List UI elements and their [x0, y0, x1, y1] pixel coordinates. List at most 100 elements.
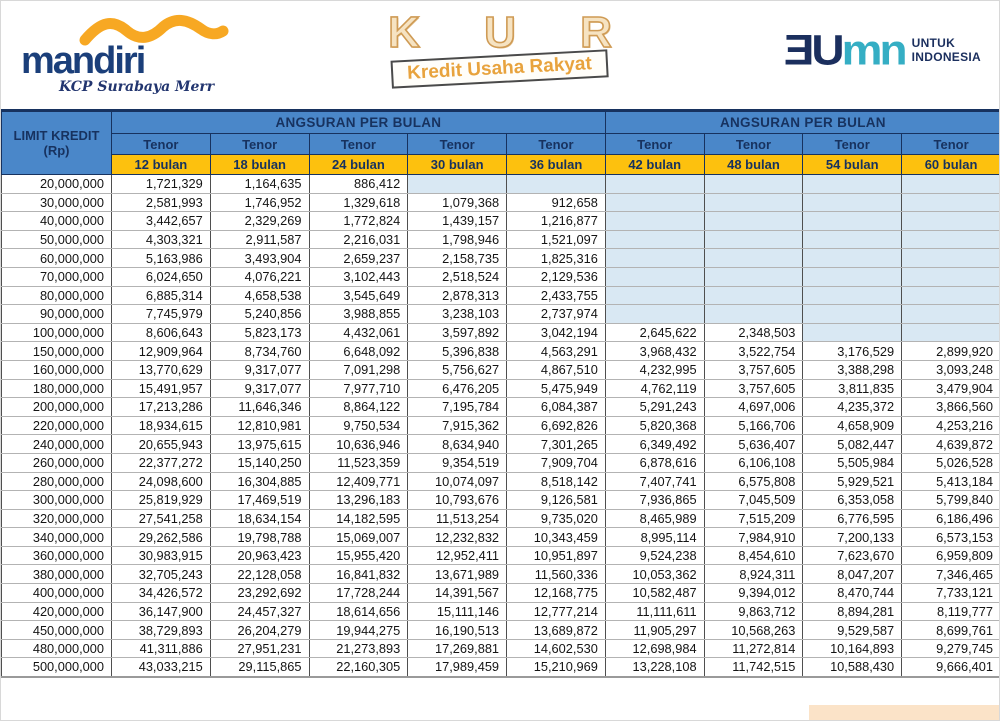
installment-cell: 6,186,496: [901, 509, 999, 529]
header-row-tenor: Tenor Tenor Tenor Tenor Tenor Tenor Tenor Tenor…: [2, 133, 999, 155]
tenor-months-header-cell: 48 bulan: [703, 154, 804, 175]
tenor-header-cell: Tenor: [308, 133, 409, 155]
table-row: 30,000,000 2,581,993 1,746,952 1,329,618 1,0…: [1, 193, 999, 213]
table-row: 150,000,000 12,909,964 8,734,760 6,648,092 5…: [1, 341, 999, 361]
table-row: 450,000,000 38,729,893 26,204,279 19,944,27…: [1, 620, 999, 640]
installment-cell: 2,899,920: [901, 341, 999, 361]
installment-cell: [703, 286, 804, 306]
limit-cell: 380,000,000: [1, 564, 112, 585]
installment-cell: [802, 248, 903, 268]
table-row: 360,000,000 30,983,915 20,963,423 15,955,42…: [1, 546, 999, 566]
installment-cell: 1,329,618: [308, 193, 409, 213]
installment-cell: 4,867,510: [506, 360, 606, 380]
bumn-mn-letters: mn: [841, 26, 908, 74]
limit-cell: 480,000,000: [1, 639, 112, 659]
installment-cell: 2,158,735: [407, 248, 508, 268]
installment-cell: 9,126,581: [506, 490, 606, 510]
installment-cell: 3,479,904: [901, 379, 999, 399]
installment-cell: 13,671,989: [407, 564, 508, 585]
angsuran-header-right: ANGSURAN PER BULAN: [604, 110, 999, 134]
installment-cell: 3,522,754: [703, 341, 804, 361]
limit-cell: 400,000,000: [1, 583, 112, 603]
angsuran-header-left: ANGSURAN PER BULAN: [111, 110, 606, 134]
limit-cell: 320,000,000: [1, 509, 112, 529]
installment-cell: 14,182,595: [308, 509, 409, 529]
installment-cell: 6,084,387: [506, 397, 606, 417]
installment-cell: 8,454,610: [703, 546, 804, 566]
installment-cell: 11,646,346: [209, 397, 310, 417]
installment-cell: [901, 211, 999, 231]
installment-cell: 8,634,940: [407, 434, 508, 454]
installment-cell: 5,929,521: [802, 472, 903, 492]
installment-cell: 1,772,824: [308, 211, 409, 231]
installment-cell: [407, 174, 508, 194]
installment-cell: 11,560,336: [506, 564, 606, 585]
installment-cell: 13,228,108: [604, 657, 705, 678]
kur-title-block: K U R Kredit Usaha Rakyat: [362, 7, 638, 90]
installment-cell: 15,069,007: [308, 527, 409, 547]
installment-cell: 2,216,031: [308, 230, 409, 250]
installment-cell: 1,721,329: [111, 174, 211, 194]
limit-cell: 260,000,000: [1, 453, 112, 473]
installment-cell: 17,989,459: [407, 657, 508, 678]
installment-cell: 6,573,153: [901, 527, 999, 547]
mandiri-wave-icon: [79, 15, 229, 46]
installment-cell: 25,819,929: [111, 490, 211, 510]
installment-cell: 4,303,321: [111, 230, 211, 250]
bumn-tagline-line2: INDONESIA: [911, 50, 981, 64]
installment-cell: 5,505,984: [802, 453, 903, 473]
header-row-span: LIMIT KREDIT (Rp) ANGSURAN PER BULAN ANG…: [1, 110, 999, 175]
installment-cell: [802, 174, 903, 194]
header-row-bulan: 12 bulan 18 bulan 24 bulan 30 bulan 36 bulan…: [2, 154, 999, 175]
installment-cell: 12,909,964: [111, 341, 211, 361]
installment-cell: 8,734,760: [209, 341, 310, 361]
installment-cell: 7,200,133: [802, 527, 903, 547]
installment-cell: [703, 267, 804, 287]
installment-cell: [802, 230, 903, 250]
installment-cell: 886,412: [308, 174, 409, 194]
limit-cell: 80,000,000: [1, 286, 112, 306]
installment-cell: 15,955,420: [308, 546, 409, 566]
installment-cell: 2,581,993: [111, 193, 211, 213]
installment-cell: 41,311,886: [111, 639, 211, 659]
installment-cell: 6,692,826: [506, 416, 606, 436]
mandiri-branch-label: KCP Surabaya Merr: [59, 79, 215, 96]
installment-cell: 9,317,077: [209, 379, 310, 399]
installment-cell: 8,894,281: [802, 602, 903, 622]
limit-cell: 30,000,000: [1, 193, 112, 213]
installment-cell: 3,757,605: [703, 360, 804, 380]
installment-cell: 5,166,706: [703, 416, 804, 436]
installment-cell: 6,776,595: [802, 509, 903, 529]
limit-cell: 500,000,000: [1, 657, 112, 678]
installment-cell: 22,160,305: [308, 657, 409, 678]
installment-cell: 5,636,407: [703, 434, 804, 454]
installment-cell: 10,074,097: [407, 472, 508, 492]
installment-cell: 12,952,411: [407, 546, 508, 566]
installment-cell: 29,115,865: [209, 657, 310, 678]
installment-cell: [901, 323, 999, 343]
installment-cell: 15,140,250: [209, 453, 310, 473]
installment-cell: [604, 193, 705, 213]
installment-cell: 2,645,622: [604, 323, 705, 343]
installment-cell: 5,820,368: [604, 416, 705, 436]
bumn-tagline: UNTUK INDONESIA: [912, 36, 981, 65]
installment-cell: [802, 267, 903, 287]
kur-title: K U R: [387, 7, 638, 57]
installment-cell: 4,253,216: [901, 416, 999, 436]
installment-cell: 27,951,231: [209, 639, 310, 659]
installment-cell: 7,045,509: [703, 490, 804, 510]
installment-cell: 7,346,465: [901, 564, 999, 585]
installment-cell: 10,568,263: [703, 620, 804, 640]
installment-cell: 3,866,560: [901, 397, 999, 417]
installment-cell: 27,541,258: [111, 509, 211, 529]
installment-cell: 11,513,254: [407, 509, 508, 529]
installment-cell: 2,911,587: [209, 230, 310, 250]
installment-cell: 5,163,986: [111, 248, 211, 268]
installment-cell: 3,757,605: [703, 379, 804, 399]
limit-cell: 160,000,000: [1, 360, 112, 380]
installment-cell: 2,433,755: [506, 286, 606, 306]
table-row: 480,000,000 41,311,886 27,951,231 21,273,89…: [1, 639, 999, 659]
table-row: 180,000,000 15,491,957 9,317,077 7,977,710 6…: [1, 379, 999, 399]
installment-cell: [802, 323, 903, 343]
installment-cell: 9,394,012: [703, 583, 804, 603]
